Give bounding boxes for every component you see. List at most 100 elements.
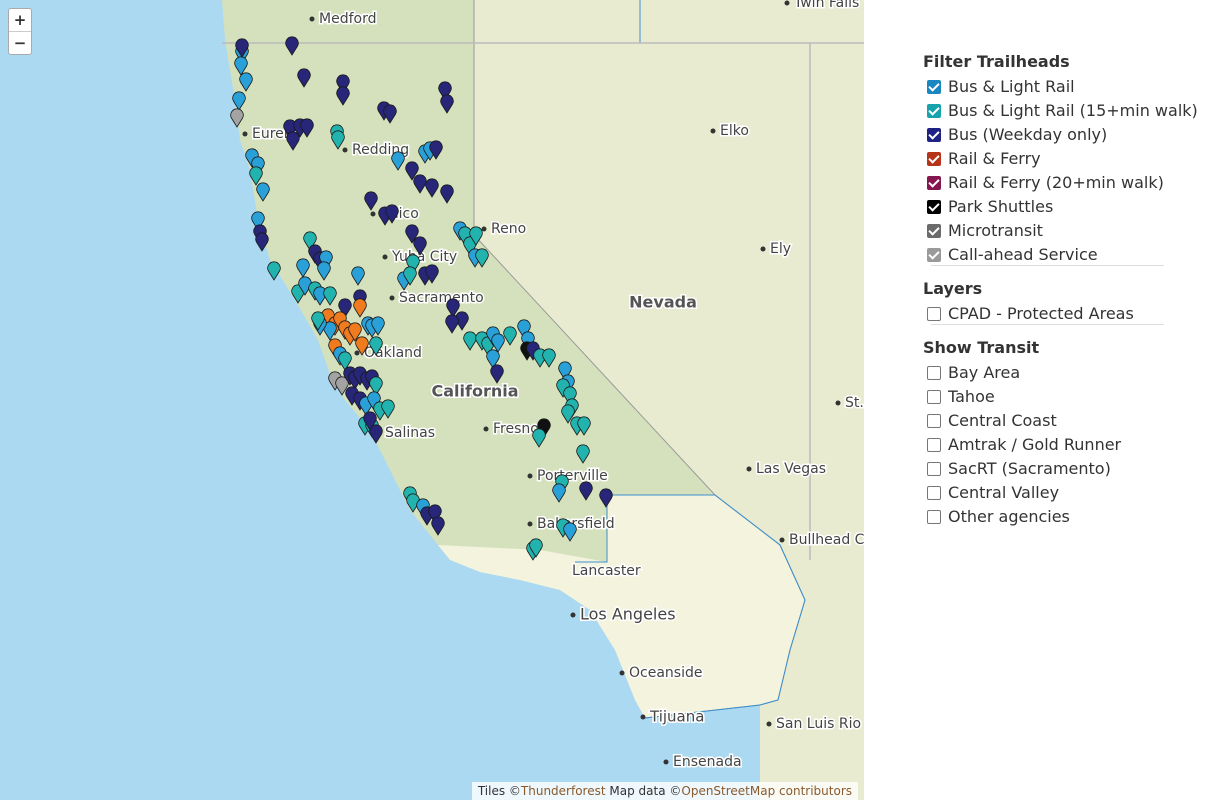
checkbox[interactable] xyxy=(927,248,941,262)
trailhead-pin[interactable] xyxy=(369,424,383,444)
zoom-in[interactable]: + xyxy=(13,11,27,29)
checkbox[interactable] xyxy=(927,486,941,500)
trailhead-pin[interactable] xyxy=(537,418,551,438)
trailhead-pin[interactable] xyxy=(286,131,300,151)
zoom-out[interactable]: − xyxy=(9,31,31,54)
trailhead-pin[interactable] xyxy=(445,314,459,334)
trailhead-pin[interactable] xyxy=(383,104,397,124)
trailhead-pin[interactable] xyxy=(353,298,367,318)
checkbox[interactable] xyxy=(927,462,941,476)
trailhead-pin[interactable] xyxy=(319,250,333,270)
trailhead-pin[interactable] xyxy=(490,364,504,384)
trailhead-pin[interactable] xyxy=(529,538,543,558)
trailhead-pin[interactable] xyxy=(323,286,337,306)
trailhead-pin[interactable] xyxy=(230,108,244,128)
attribution-link[interactable]: OpenStreetMap contributors xyxy=(681,784,852,798)
trailhead-pin[interactable] xyxy=(503,326,517,346)
trailhead-pin[interactable] xyxy=(336,86,350,106)
trailhead-pin[interactable] xyxy=(296,258,310,278)
trailhead-pin[interactable] xyxy=(440,184,454,204)
trailhead-pin[interactable] xyxy=(475,248,489,268)
trailhead-pin[interactable] xyxy=(369,336,383,356)
trailhead-pin[interactable] xyxy=(558,361,572,381)
checkbox[interactable] xyxy=(927,152,941,166)
trailhead-pin[interactable] xyxy=(428,504,442,524)
trailhead-pin[interactable] xyxy=(403,266,417,286)
trailhead-pin[interactable] xyxy=(303,231,317,251)
trailhead-pin[interactable] xyxy=(297,68,311,88)
checkbox[interactable] xyxy=(927,200,941,214)
trailhead-pin[interactable] xyxy=(391,151,405,171)
trailhead-pin[interactable] xyxy=(517,319,531,339)
trailhead-pin[interactable] xyxy=(425,178,439,198)
trailhead-pin[interactable] xyxy=(413,236,427,256)
trailhead-pin[interactable] xyxy=(552,483,566,503)
checkbox[interactable] xyxy=(927,176,941,190)
trailhead-pin[interactable] xyxy=(351,266,365,286)
trailhead-pin[interactable] xyxy=(234,56,248,76)
trailhead-pin[interactable] xyxy=(239,72,253,92)
trailhead-pin[interactable] xyxy=(335,376,349,396)
checkbox[interactable] xyxy=(927,224,941,238)
trailhead-pin[interactable] xyxy=(369,376,383,396)
trailhead-pin[interactable] xyxy=(338,298,352,318)
checkbox[interactable] xyxy=(927,510,941,524)
trailhead-pin[interactable] xyxy=(446,298,460,318)
trailhead-pin[interactable] xyxy=(336,74,350,94)
trailhead-pin[interactable] xyxy=(338,351,352,371)
checkbox[interactable] xyxy=(927,80,941,94)
trailhead-pin[interactable] xyxy=(300,118,314,138)
trailhead-pin[interactable] xyxy=(371,316,385,336)
trailhead-pin[interactable] xyxy=(333,311,347,331)
checkbox[interactable] xyxy=(927,414,941,428)
trailhead-pin[interactable] xyxy=(311,311,325,331)
trailhead-pin[interactable] xyxy=(555,474,569,494)
trailhead-pin[interactable] xyxy=(486,349,500,369)
checkbox[interactable] xyxy=(927,128,941,142)
trailhead-pin[interactable] xyxy=(249,166,263,186)
trailhead-pin[interactable] xyxy=(532,428,546,448)
trailhead-pin[interactable] xyxy=(331,130,345,150)
trailhead-pin[interactable] xyxy=(563,522,577,542)
trailhead-pin[interactable] xyxy=(267,261,281,281)
checkbox[interactable] xyxy=(927,104,941,118)
trailhead-pin[interactable] xyxy=(385,204,399,224)
attribution-link[interactable]: Thunderforest xyxy=(520,784,606,798)
trailhead-pin[interactable] xyxy=(469,226,483,246)
trailhead-pin[interactable] xyxy=(355,336,369,356)
trailhead-pin[interactable] xyxy=(440,94,454,114)
trailhead-pin[interactable] xyxy=(491,333,505,353)
trailhead-pin[interactable] xyxy=(405,224,419,244)
trailhead-pin[interactable] xyxy=(425,264,439,284)
trailhead-pin[interactable] xyxy=(348,322,362,342)
trailhead-pin[interactable] xyxy=(256,182,270,202)
trailhead-pin[interactable] xyxy=(235,38,249,58)
trailhead-pin[interactable] xyxy=(328,338,342,358)
trailhead-pin[interactable] xyxy=(251,156,265,176)
trailhead-pin[interactable] xyxy=(232,91,246,111)
trailhead-pin[interactable] xyxy=(431,516,445,536)
trailhead-pin[interactable] xyxy=(363,411,377,431)
trailhead-pin[interactable] xyxy=(438,81,452,101)
trailhead-pin[interactable] xyxy=(251,211,265,231)
checkbox[interactable] xyxy=(927,307,941,321)
trailhead-pin[interactable] xyxy=(556,378,570,398)
trailhead-pin[interactable] xyxy=(381,399,395,419)
trailhead-pin[interactable] xyxy=(406,254,420,274)
trailhead-pin[interactable] xyxy=(285,36,299,56)
trailhead-pin[interactable] xyxy=(364,191,378,211)
trailhead-pin[interactable] xyxy=(563,386,577,406)
trailhead-pin[interactable] xyxy=(599,488,613,508)
trailhead-pin[interactable] xyxy=(577,416,591,436)
checkbox[interactable] xyxy=(927,366,941,380)
trailhead-pin[interactable] xyxy=(429,140,443,160)
trailhead-pin[interactable] xyxy=(561,404,575,424)
trailhead-pin[interactable] xyxy=(255,232,269,252)
trailhead-pin[interactable] xyxy=(542,348,556,368)
trailhead-pin[interactable] xyxy=(405,161,419,181)
trailhead-pin[interactable] xyxy=(521,331,535,351)
checkbox[interactable] xyxy=(927,390,941,404)
trailhead-pin[interactable] xyxy=(579,481,593,501)
trailhead-pin[interactable] xyxy=(576,444,590,464)
trailhead-pin[interactable] xyxy=(367,391,381,411)
